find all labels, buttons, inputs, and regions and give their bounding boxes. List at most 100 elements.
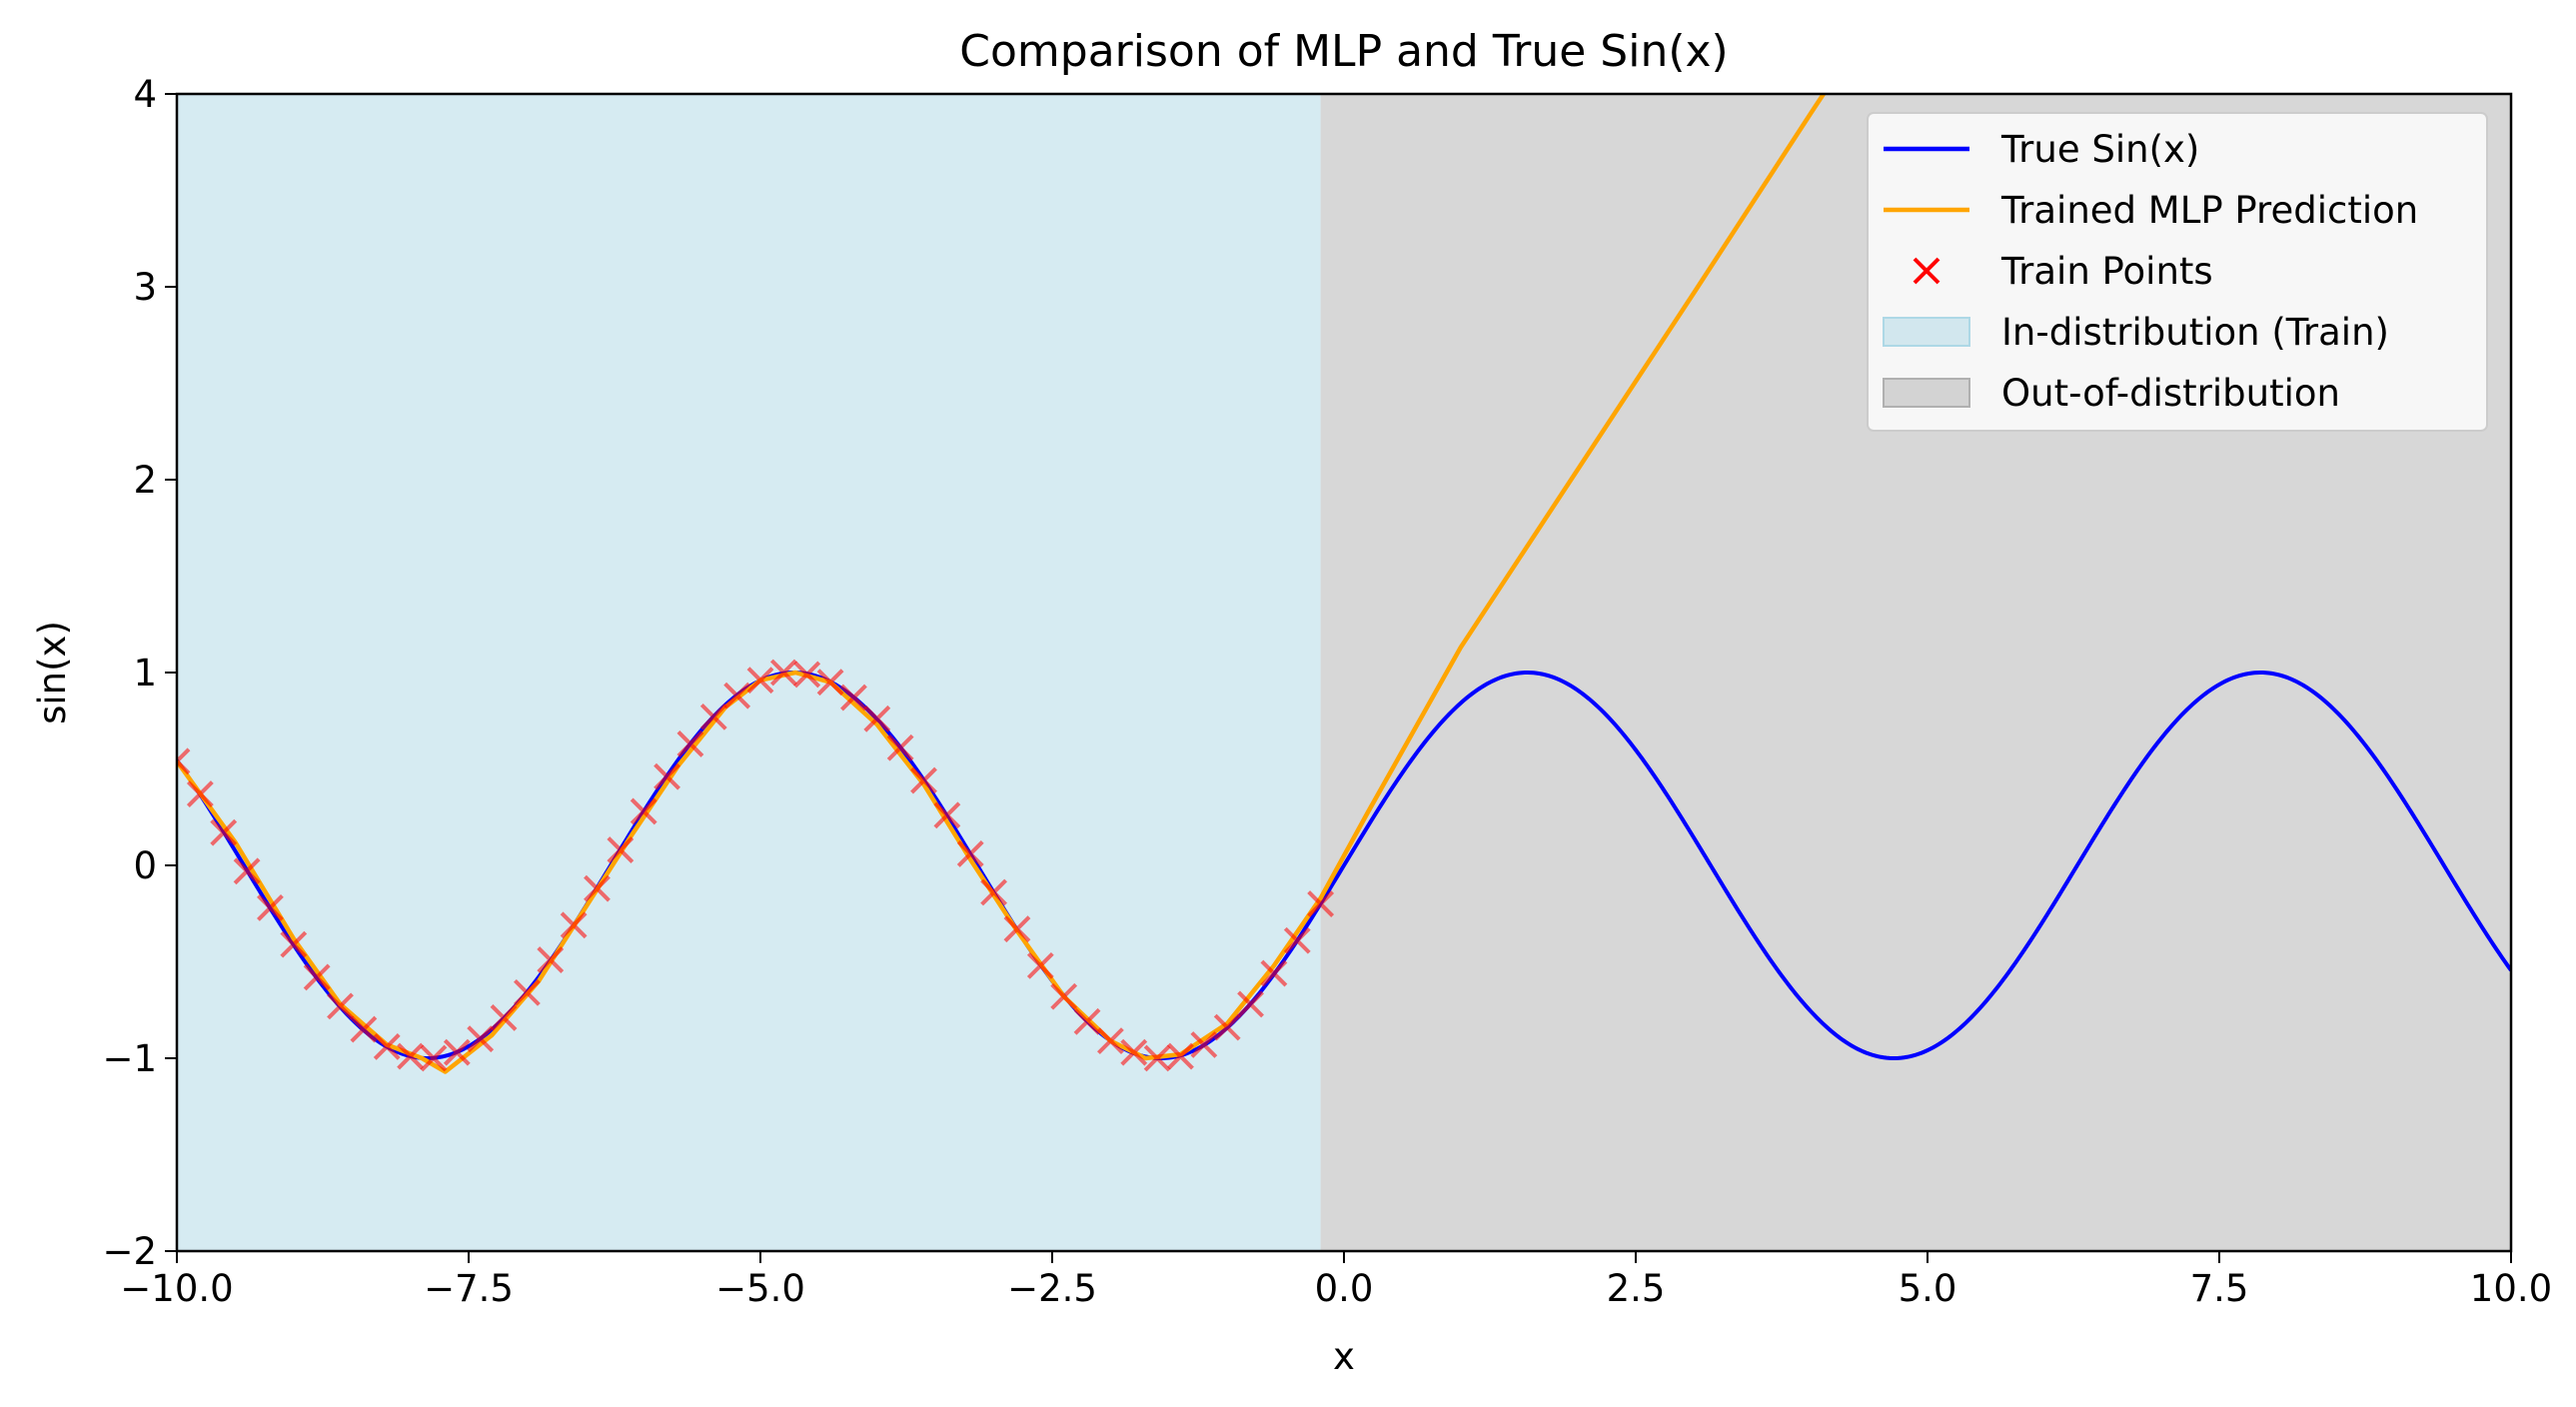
train-point-stroke [1283,926,1311,954]
train-point-stroke [443,1038,471,1066]
train-point-stroke [840,684,867,711]
train-point-stroke [467,1025,495,1053]
x-axis-label: x [1333,1335,1355,1378]
train-point [910,766,937,794]
x-tick-label: −2.5 [1007,1267,1097,1310]
train-point-stroke [1096,1027,1124,1055]
train-point [746,667,774,695]
train-point-stroke [980,878,1008,906]
train-point-stroke [607,836,635,863]
train-point [584,874,611,902]
train-point [280,930,308,958]
train-point-stroke [1003,915,1031,943]
x-tick-label: −5.0 [715,1267,805,1310]
train-point-stroke [1307,890,1335,918]
train-point-stroke [584,874,611,902]
train-point-stroke [910,766,937,794]
train-point [1026,951,1054,979]
x-tick-label: 10.0 [2470,1267,2552,1310]
train-point-stroke [233,857,261,885]
train-point-stroke [746,667,774,695]
legend-entry: In-distribution (Train) [1883,311,2389,354]
train-point [1143,1044,1171,1072]
train-point [863,704,891,732]
legend-entry: Train Points [1913,250,2213,293]
train-point [490,1004,518,1031]
train-point [420,1044,448,1072]
train-point [257,894,284,921]
legend-entry: True Sin(x) [1884,128,2199,171]
train-point-stroke [863,704,891,732]
x-tick-label: 2.5 [1607,1267,1666,1310]
train-point-stroke [793,661,821,689]
y-tick-label: −1 [102,1037,157,1080]
train-point-stroke [956,840,984,867]
train-point [513,978,541,1006]
region-0 [177,94,1321,1251]
train-point-stroke [1190,1031,1218,1058]
y-axis-ticks: −2 −1 0 1 2 3 4 [102,73,177,1273]
legend-entry: Trained MLP Prediction [1884,189,2418,232]
legend-swatch-marker [1913,257,1940,285]
train-point [537,946,565,973]
train-point-stroke [653,762,680,790]
train-point-stroke [933,801,961,829]
train-point-stroke [513,978,541,1006]
train-point-stroke [1167,1042,1194,1070]
train-point-stroke [630,797,657,825]
train-point-stroke [397,1042,425,1070]
train-point-stroke [373,1033,401,1060]
legend-label: Out-of-distribution [2001,372,2340,415]
train-point-stroke [1237,990,1264,1018]
y-axis-label: sin(x) [31,621,74,724]
train-point-stroke [186,780,214,808]
train-point [1283,926,1311,954]
train-point [1167,1042,1194,1070]
train-point-stroke [350,1015,378,1043]
train-point [933,801,961,829]
legend: True Sin(x) Trained MLP Prediction Train P… [1867,112,2488,432]
train-point-stroke [816,669,844,697]
x-axis-ticks: −10.0 −7.5 −5.0 −2.5 0.0 2.5 5.0 7.5 10.0 [120,1251,2552,1310]
train-point [350,1015,378,1043]
train-point [840,684,867,711]
train-point [1050,982,1078,1010]
train-point [793,661,821,689]
y-tick-label: 4 [133,73,157,116]
x-tick-label: 5.0 [1899,1267,1957,1310]
train-point-stroke [420,1044,448,1072]
legend-swatch-patch [1883,378,1970,408]
train-point-stroke [303,963,331,991]
train-point-stroke [1073,1007,1101,1035]
train-point-stroke [177,757,191,775]
train-point-stroke [723,682,751,709]
train-point-stroke [177,747,191,764]
train-point-stroke [327,992,354,1020]
train-point [210,818,238,846]
train-point [1260,959,1288,987]
train-point [186,780,214,808]
train-point [373,1033,401,1060]
legend-box [1867,112,2488,432]
train-point-stroke [676,729,704,757]
legend-label: Trained MLP Prediction [2000,189,2418,232]
train-point-stroke [1026,951,1054,979]
train-point [653,762,680,790]
train-point-stroke [886,733,914,761]
train-point-stroke [490,1004,518,1031]
train-point [560,911,588,939]
x-tick-label: −7.5 [424,1267,514,1310]
train-point-stroke [1050,982,1078,1010]
train-point-stroke [280,930,308,958]
train-point [1003,915,1031,943]
train-point [1213,1013,1241,1041]
x-tick-label: 0.0 [1315,1267,1374,1310]
train-point [1237,990,1264,1018]
y-tick-label: 0 [133,844,157,887]
train-point-stroke [1120,1038,1148,1066]
train-point-stroke [210,818,238,846]
train-point [1190,1031,1218,1058]
chart-title: Comparison of MLP and True Sin(x) [959,26,1728,77]
